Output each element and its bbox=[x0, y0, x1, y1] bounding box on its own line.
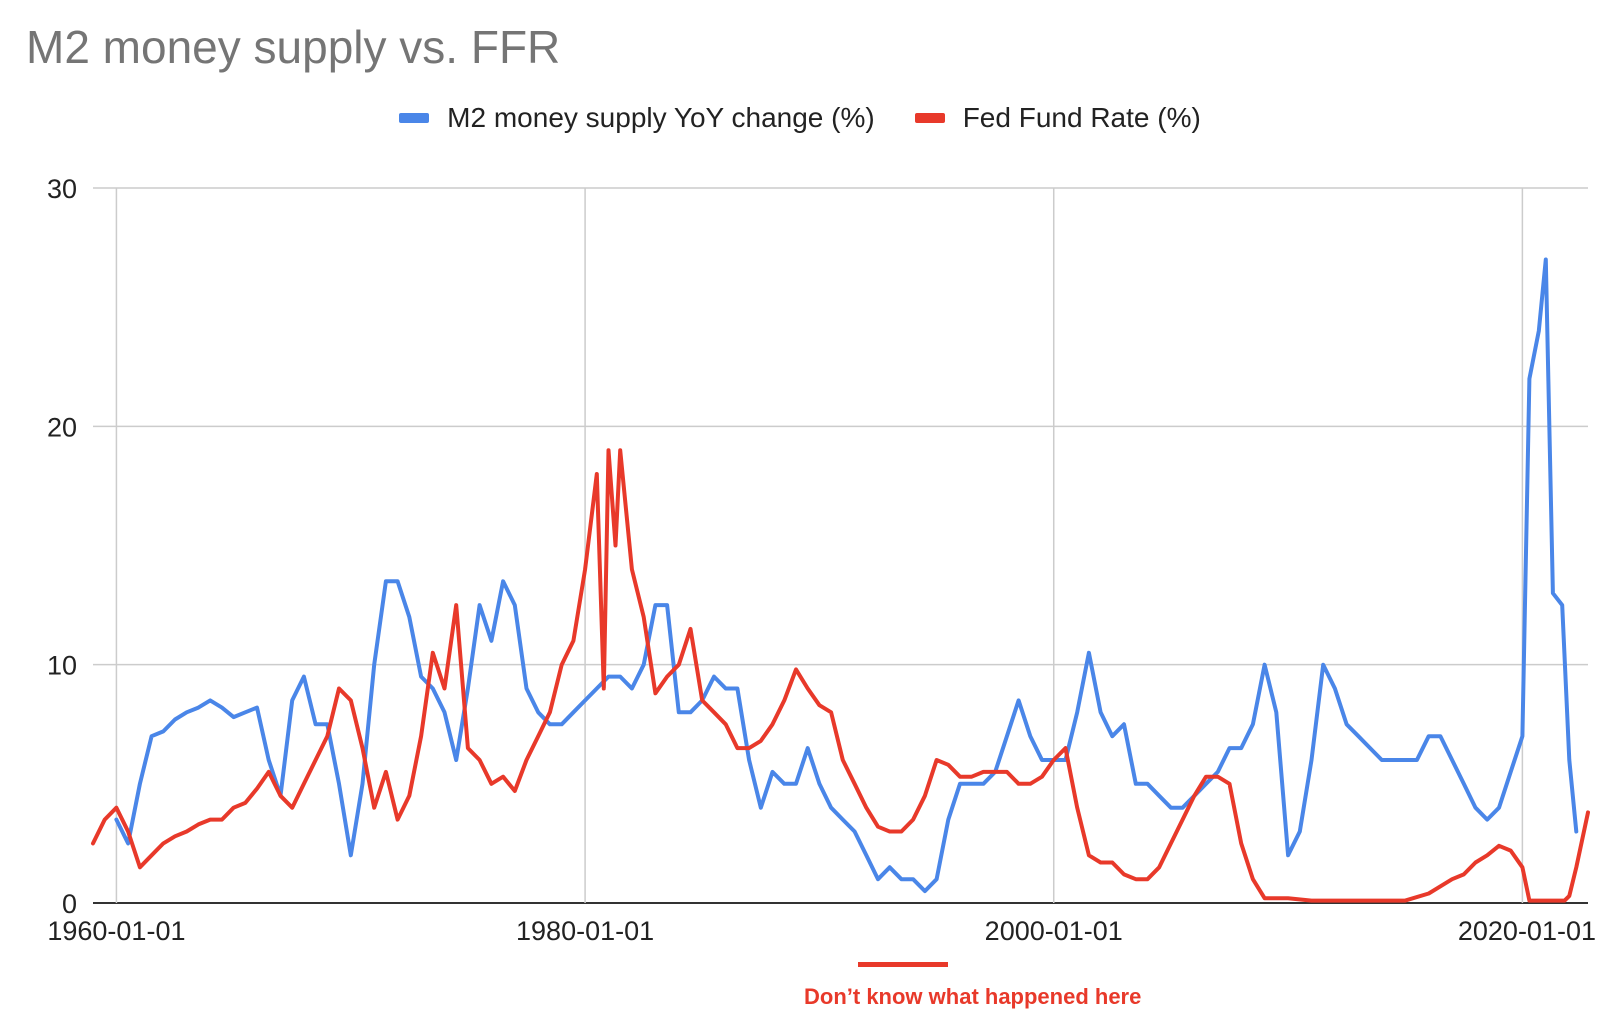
y-tick-label: 30 bbox=[47, 174, 77, 204]
y-tick-label: 0 bbox=[62, 889, 77, 919]
series-lines bbox=[91, 257, 1590, 903]
legend-swatch-ffr bbox=[914, 113, 945, 123]
chart-title: M2 money supply vs. FFR bbox=[26, 21, 561, 73]
annotation-underline bbox=[858, 962, 948, 967]
gridlines bbox=[93, 187, 1588, 904]
legend-swatch-m2 bbox=[399, 113, 430, 123]
legend-label-ffr: Fed Fund Rate (%) bbox=[962, 102, 1201, 133]
annotation-text: Don’t know what happened here bbox=[804, 984, 1142, 1009]
y-tick-label: 10 bbox=[47, 651, 77, 681]
y-tick-label: 20 bbox=[47, 412, 77, 442]
x-tick-label: 1980-01-01 bbox=[516, 916, 654, 946]
x-tick-label: 2020-01-01 bbox=[1458, 916, 1596, 946]
x-tick-label: 1960-01-01 bbox=[47, 916, 185, 946]
y-axis-ticks: 0 10 20 30 bbox=[47, 174, 77, 919]
x-axis-ticks: 1960-01-01 1980-01-01 2000-01-01 2020-01-01 bbox=[47, 916, 1596, 946]
series-line-ffr bbox=[91, 448, 1590, 903]
legend-label-m2: M2 money supply YoY change (%) bbox=[447, 102, 875, 133]
legend: M2 money supply YoY change (%) Fed Fund … bbox=[0, 102, 1600, 134]
legend-item-ffr[interactable]: Fed Fund Rate (%) bbox=[914, 102, 1201, 134]
x-tick-label: 2000-01-01 bbox=[985, 916, 1123, 946]
series-line-m2 bbox=[114, 257, 1579, 894]
legend-item-m2[interactable]: M2 money supply YoY change (%) bbox=[399, 102, 875, 134]
